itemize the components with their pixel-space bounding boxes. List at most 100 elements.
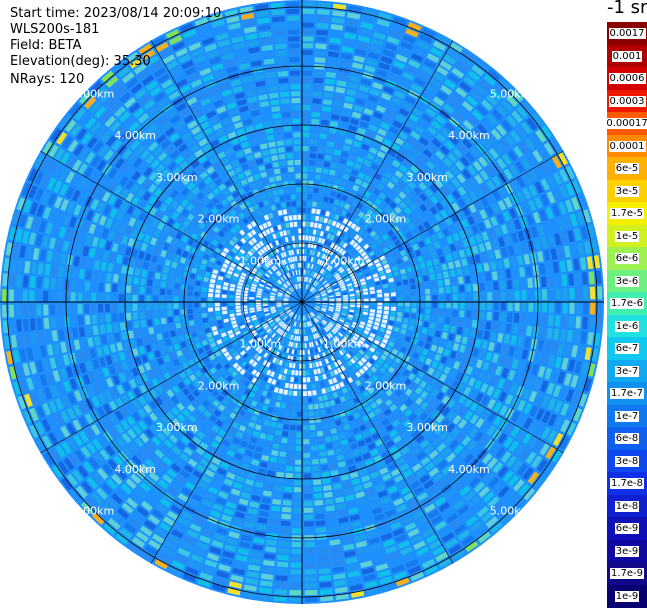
- radar-gate-cell: [218, 429, 227, 438]
- radar-gate-cell: [1, 289, 8, 302]
- radar-gate-cell: [379, 144, 389, 153]
- radar-gate-cell: [533, 196, 543, 209]
- radar-gate-cell: [297, 329, 300, 335]
- radar-gate-cell: [393, 196, 402, 205]
- radar-gate-cell: [271, 241, 277, 247]
- radar-gate-cell: [336, 404, 344, 411]
- radar-gate-cell: [103, 523, 117, 536]
- radar-gate-cell: [175, 194, 184, 203]
- radar-gate-cell: [102, 403, 112, 415]
- radar-gate-cell: [286, 153, 294, 159]
- radar-gate-cell: [272, 492, 282, 499]
- radar-gate-cell: [280, 330, 285, 337]
- radar-gate-cell: [406, 153, 417, 163]
- radar-gate-cell: [90, 155, 101, 168]
- radar-gate-cell: [404, 388, 413, 397]
- radar-gate-cell: [139, 463, 151, 474]
- radar-gate-cell: [351, 478, 361, 486]
- radar-gate-cell: [347, 12, 361, 20]
- radar-gate-cell: [491, 109, 503, 122]
- radar-gate-cell: [291, 320, 295, 326]
- radar-gate-cell: [326, 334, 332, 340]
- radar-gate-cell: [289, 319, 293, 325]
- radar-gate-cell: [434, 179, 444, 189]
- radar-gate-cell: [226, 231, 234, 238]
- radar-gate-cell: [333, 199, 340, 206]
- radar-gate-cell: [220, 347, 228, 354]
- radar-gate-cell: [257, 593, 272, 601]
- radar-gate-cell: [528, 302, 534, 312]
- radar-gate-cell: [430, 195, 439, 204]
- radar-gate-cell: [535, 129, 547, 143]
- radar-gate-cell: [375, 262, 382, 268]
- radar-gate-cell: [309, 335, 313, 341]
- radar-gate-cell: [378, 428, 387, 437]
- radar-gate-cell: [368, 124, 378, 133]
- radar-gate-cell: [395, 53, 408, 63]
- radar-gate-cell: [543, 249, 551, 262]
- radar-gate-cell: [328, 307, 334, 311]
- radar-gate-cell: [100, 130, 112, 143]
- radar-gate-cell: [158, 479, 169, 490]
- radar-gate-cell: [431, 287, 438, 294]
- radar-gate-cell: [236, 98, 247, 107]
- radar-gate-cell: [329, 296, 335, 299]
- radar-gate-cell: [217, 39, 231, 48]
- radar-gate-cell: [469, 520, 483, 533]
- radar-gate-cell: [126, 415, 136, 426]
- radar-gate-cell: [452, 285, 458, 293]
- radar-gate-cell: [562, 302, 568, 314]
- radar-gate-cell: [163, 225, 171, 234]
- radar-gate-cell: [140, 149, 151, 160]
- radar-gate-cell: [270, 505, 281, 512]
- radar-gate-cell: [261, 321, 267, 326]
- radar-gate-cell: [188, 320, 195, 326]
- radar-gate-cell: [136, 337, 143, 346]
- radar-gate-cell: [233, 121, 244, 129]
- radar-gate-cell: [375, 422, 384, 431]
- radar-gate-cell: [328, 322, 334, 327]
- radar-gate-cell: [288, 215, 293, 221]
- radar-gate-cell: [283, 389, 289, 396]
- radar-gate-cell: [284, 266, 288, 272]
- radar-gate-cell: [418, 302, 424, 308]
- radar-gate-cell: [344, 25, 358, 33]
- radar-gate-cell: [511, 358, 519, 370]
- radar-gate-cell: [520, 242, 528, 253]
- radar-gate-cell: [365, 58, 378, 67]
- radar-gate-cell: [245, 514, 257, 522]
- radar-gate-cell: [222, 550, 235, 559]
- radar-gate-cell: [185, 35, 199, 45]
- radar-gate-cell: [241, 272, 247, 277]
- radar-gate-cell: [264, 312, 270, 317]
- radar-gate-cell: [381, 319, 388, 324]
- radar-gate-cell: [337, 510, 348, 517]
- radar-gate-cell: [83, 181, 93, 193]
- radar-gate-cell: [169, 66, 182, 77]
- radar-gate-cell: [293, 390, 298, 397]
- radar-gate-cell: [205, 266, 212, 273]
- radar-gate-cell: [302, 146, 309, 152]
- radar-gate-cell: [309, 286, 313, 291]
- radar-gate-cell: [303, 480, 312, 486]
- radar-gate-cell: [342, 144, 351, 152]
- radar-gate-cell: [38, 220, 47, 233]
- radar-gate-cell: [445, 205, 455, 215]
- radar-gate-cell: [305, 335, 309, 342]
- radar-gate-cell: [373, 556, 387, 565]
- radar-gate-cell: [470, 90, 483, 102]
- radar-gate-cell: [290, 228, 295, 235]
- radar-gate-cell: [87, 337, 94, 348]
- radar-gate-cell: [216, 570, 230, 579]
- radar-gate-cell: [212, 330, 219, 336]
- radar-gate-cell: [357, 271, 363, 277]
- radar-gate-cell: [154, 272, 161, 280]
- radar-gate-cell: [517, 414, 527, 426]
- radar-gate-cell: [497, 200, 507, 211]
- radar-gate-cell: [163, 354, 171, 363]
- radar-gate-cell: [355, 134, 364, 142]
- radar-gate-cell: [126, 403, 136, 414]
- radar-gate-cell: [363, 329, 370, 335]
- radar-gate-cell: [281, 506, 292, 513]
- radar-gate-cell: [177, 263, 185, 271]
